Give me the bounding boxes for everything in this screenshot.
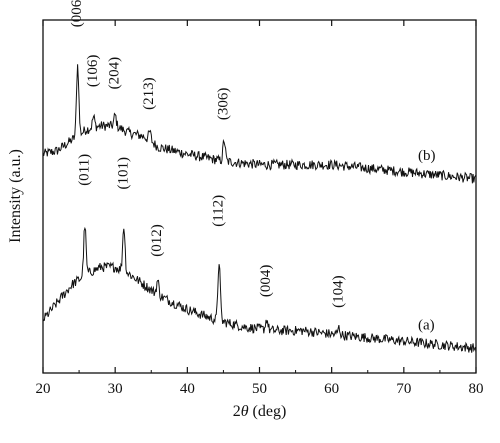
peak-label: (112) (211, 195, 227, 227)
series-line-a (42, 226, 477, 353)
x-tick-label: 20 (36, 381, 51, 397)
peak-label: (104) (330, 275, 346, 308)
x-tick-label: 40 (180, 381, 195, 397)
peak-label: (004) (258, 265, 274, 298)
x-tick-label: 50 (252, 381, 267, 397)
series-label-layer: (b) (a) (418, 148, 436, 333)
x-axis-label: 2θ (deg) (233, 403, 287, 420)
series-layer (42, 64, 477, 353)
x-tick-label: 70 (396, 381, 411, 397)
series-label-b: (b) (418, 148, 436, 164)
x-tick-label: 30 (108, 381, 123, 397)
x-axis-ticks: 20 30 40 50 60 70 80 (36, 20, 484, 397)
series-line-b (42, 64, 477, 184)
peak-label: (006) (69, 0, 85, 27)
peak-label: (306) (216, 88, 232, 121)
x-tick-label: 80 (469, 381, 484, 397)
peak-label: (012) (149, 224, 165, 257)
series-label-a: (a) (418, 317, 435, 333)
peak-label: (011) (76, 154, 92, 186)
peak-label-layer: (006) (106) (204) (213) (306) (011) (101) (012)… (69, 0, 346, 308)
x-tick-label: 60 (324, 381, 339, 397)
peak-label: (106) (85, 55, 101, 88)
y-axis-label: Intensity (a.u.) (7, 149, 24, 243)
peak-label: (213) (141, 77, 157, 110)
peak-label: (101) (115, 157, 131, 189)
peak-label: (204) (107, 57, 123, 89)
